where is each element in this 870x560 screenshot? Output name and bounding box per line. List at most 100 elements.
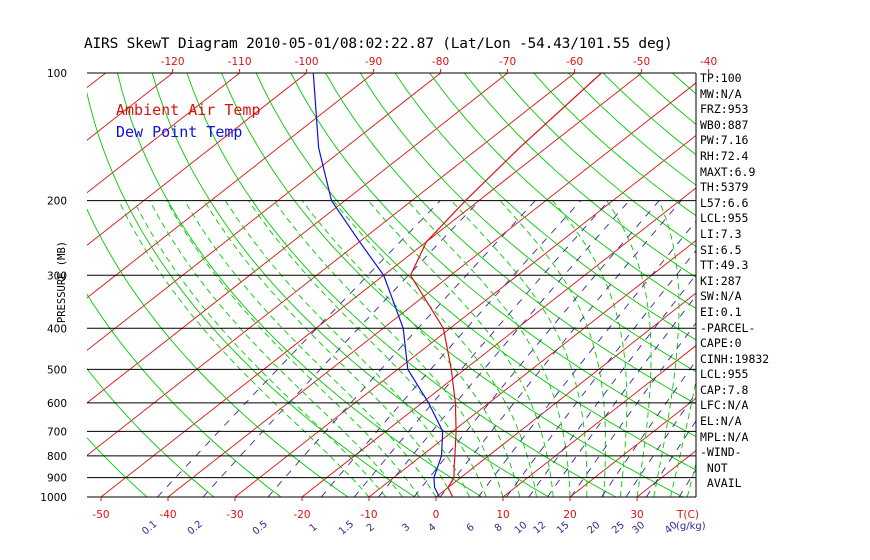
top-temp-tick-label: -70 [499,56,516,68]
pressure-tick-label: 200 [47,196,67,208]
dry-adiabat-line [87,91,416,497]
pressure-tick-label: 100 [47,68,67,80]
stat-line: L57:6.6 [700,195,749,210]
mixing-ratio-line [353,200,610,497]
dew-point-temp-line [312,73,444,497]
bottom-temp-tick-label: -50 [92,509,109,521]
legend-ambient-air-temp: Ambient Air Temp [116,101,261,119]
isotherm-line [301,187,696,497]
dry-adiabat-line [255,73,696,471]
stat-line: CINH:19832 [700,351,770,366]
chart-title: AIRS SkewT Diagram 2010-05-01/08:02:22.8… [84,36,673,52]
dry-adiabat-line [0,73,21,506]
pressure-tick-label: 300 [47,270,67,282]
dry-adiabat-line [87,437,148,497]
bottom-temp-tick-label: 0 [433,509,440,521]
mixing-ratio-tick-label: 15 [555,520,572,537]
moist-adiabat-line [301,200,521,497]
dry-adiabat-line [359,73,696,373]
stat-line: MAXT:6.9 [700,164,756,179]
dry-adiabat-line [186,73,617,497]
profiles [312,73,602,497]
moist-adiabat-line [333,200,537,497]
pressure-tick-label: 1000 [40,492,67,504]
mixing-ratio-line [439,200,682,497]
stat-line: SW:N/A [700,289,742,304]
isotherm-line [368,239,696,497]
dry-adiabat-line [87,368,215,497]
mixing-ratio-tick-label: 1 [308,522,320,535]
moist-adiabat-line [367,200,554,497]
y-axis-label: PRESSURE (MB) [56,240,68,324]
top-temp-tick-label: -100 [295,56,319,68]
stat-line: FRZ:953 [700,102,749,117]
mixing-ratio-line [157,200,441,497]
stat-line: MW:N/A [700,86,742,101]
stat-line: CAPE:0 [700,336,742,351]
mixing-ratio-tick-label: 4 [427,522,439,535]
mixing-ratio-tick-label: 3 [400,522,412,535]
mixing-ratio-line [378,200,630,497]
moist-adiabat-line [149,200,403,497]
mixing-ratio-line [267,200,536,497]
top-temp-tick-label: -90 [365,56,382,68]
isotherm-line [502,345,696,497]
pressure-tick-label: 800 [47,451,67,463]
stat-line: TH:5379 [700,180,749,195]
mixing-ratio-tick-label: 0.1 [140,519,159,538]
isotherm-line [87,73,374,299]
stat-line: KI:287 [700,273,742,288]
bottom-temp-tick-label: -20 [293,509,310,521]
moist-adiabat-line [225,200,470,497]
dry-adiabat-line [776,73,870,506]
stat-line: LI:7.3 [700,226,742,241]
moist-adiabat-line [203,200,454,497]
dry-adiabat-line [498,73,696,247]
isotherm-line [87,73,240,194]
dry-adiabat-line [463,73,696,278]
stat-line: NOT [700,460,728,475]
moist-adiabat-line [166,200,420,497]
bottom-temp-tick-label: -40 [159,509,176,521]
top-temp-tick-label: -60 [566,56,583,68]
sounding-indices-panel: TP:100 MW:N/A FRZ:953 WB0:887 PW:7.16 RH:72.4… [700,71,769,492]
mixing-ratio-tick-label: 0.5 [251,519,270,538]
stat-line: PW:7.16 [700,133,749,148]
dry-adiabat-line [87,293,282,497]
isotherm-line [87,73,575,457]
stat-line: WB0:887 [700,117,749,132]
bottom-temp-tick-label: 20 [563,509,576,521]
stat-line: TT:49.3 [700,258,749,273]
stat-line: LCL:955 [700,211,749,226]
dry-adiabat-line [0,73,89,506]
mixing-ratio-tick-label: 20 [586,520,603,537]
dry-adiabat-line [221,73,684,497]
stat-line: AVAIL [700,476,742,491]
bottom-temp-tick-label: -10 [360,509,377,521]
mixing-ratio-tick-label: 25 [610,520,627,537]
dry-adiabat-line [151,73,550,497]
isotherm-line [0,73,39,497]
isotherm-line [771,73,870,497]
mixing-ratio-line [678,468,696,497]
isotherm-line [569,397,696,497]
pressure-tick-label: 600 [47,398,67,410]
mixing-ratio-line [646,420,696,497]
temp-unit-label: T(C) [676,509,699,521]
isobars [87,72,697,498]
mixing-ratio-tick-label: 6 [465,522,477,535]
dry-adiabat-line [325,73,696,405]
pressure-tick-label: 500 [47,364,67,376]
stat-line: LCL:955 [700,367,749,382]
mixing-ratio-unit-label: (g/kg) [676,521,706,532]
mixing-ratio-tick-label: 8 [493,522,505,535]
moist-adiabat-line [606,200,652,497]
stat-line: MPL:N/A [700,429,749,444]
stat-line: EI:0.1 [700,304,742,319]
stat-line: TP:100 [700,71,742,85]
dry-adiabat-line [846,73,870,506]
pressure-tick-label: 700 [47,426,67,438]
mixing-ratio-tick-label: 1.5 [337,519,356,538]
